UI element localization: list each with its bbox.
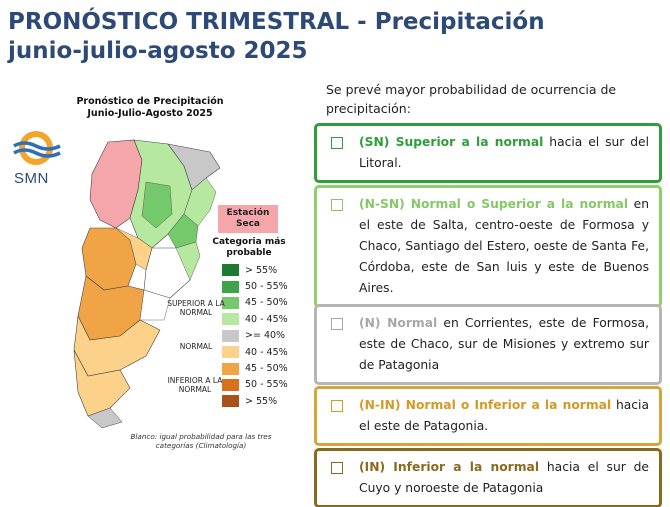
title-line-1: PRONÓSTICO TRIMESTRAL - Precipitación (8, 9, 545, 35)
legend-swatch (222, 362, 239, 375)
argentina-map (73, 139, 220, 429)
box-normal-superior: (N-SN) Normal o Superior a la normal en … (314, 185, 662, 308)
categoria-title: Categoria más probable (212, 237, 286, 258)
legend-swatch (222, 395, 239, 408)
group-inferior-label: INFERIOR A LA NORMAL (167, 376, 223, 394)
intro-text: Se prevé mayor probabilidad de ocurrenci… (326, 82, 617, 116)
legend-swatch (222, 280, 239, 293)
map-title-line-2: Junio-Julio-Agosto 2025 (87, 108, 213, 119)
legend-swatch (222, 346, 239, 359)
legend-label: 45 - 50% (245, 297, 288, 309)
legend-item: 45 - 50% (222, 295, 288, 311)
legend-item: > 55% (222, 393, 288, 409)
checkbox-icon (331, 400, 343, 412)
title-line-2: junio-julio-agosto 2025 (8, 38, 308, 64)
box-normal-inferior: (N-IN) Normal o Inferior a la normal hac… (314, 386, 662, 446)
group-superior-label: SUPERIOR A LA NORMAL (167, 299, 225, 317)
map-title-line-1: Pronóstico de Precipitación (76, 96, 224, 107)
box-highlight: (N-SN) Normal o Superior a la normal (359, 197, 629, 211)
group-normal-label: NORMAL (179, 342, 213, 351)
legend-swatch (222, 378, 239, 391)
smn-logo-icon (13, 131, 61, 165)
legend: > 55% 50 - 55% 45 - 50% 40 - 45% >= 40% … (222, 262, 288, 410)
box-superior: (SN) Superior a la normal hacia el sur d… (314, 123, 662, 183)
box-text: hacia el este de Patagonia. (359, 398, 650, 433)
box-text: en el este de Salta, centro-oeste de For… (359, 197, 649, 295)
checkbox-icon (331, 199, 343, 211)
legend-label: > 55% (245, 395, 278, 407)
legend-label: 40 - 45% (245, 346, 288, 358)
box-text: en Corrientes, este de Formosa, este de … (359, 316, 650, 372)
legend-swatch (222, 264, 239, 277)
legend-label: >= 40% (245, 330, 286, 342)
checkbox-icon (331, 137, 343, 149)
legend-item: 50 - 55% (222, 377, 288, 393)
map-title: Pronóstico de Precipitación Junio-Julio-… (70, 96, 230, 120)
legend-swatch (222, 296, 239, 309)
logo-text: SMN (14, 170, 49, 187)
box-highlight: (N-IN) Normal o Inferior a la normal (359, 398, 612, 412)
legend-swatch (222, 313, 239, 326)
checkbox-icon (331, 462, 343, 474)
checkbox-icon (331, 318, 343, 330)
legend-label: 45 - 50% (245, 363, 288, 375)
page-title: PRONÓSTICO TRIMESTRAL - Precipitación ju… (8, 8, 658, 66)
legend-swatch (222, 329, 239, 342)
legend-item: 50 - 55% (222, 278, 288, 294)
legend-label: 40 - 45% (245, 313, 288, 325)
legend-label: 50 - 55% (245, 379, 288, 391)
box-text: hacia el sur del Litoral. (359, 135, 650, 170)
box-highlight: (SN) Superior a la normal (359, 135, 544, 149)
estacion-seca-label: Estación Seca (218, 205, 278, 233)
legend-item: 40 - 45% (222, 344, 288, 360)
legend-label: 50 - 55% (245, 281, 288, 293)
box-highlight: (N) Normal (359, 316, 438, 330)
legend-item: > 55% (222, 262, 288, 278)
map-footnote: Blanco: igual probabilidad para las tres… (130, 432, 272, 450)
box-normal: (N) Normal en Corrientes, este de Formos… (314, 304, 662, 385)
legend-label: > 55% (245, 264, 278, 276)
box-text: hacia el sur de Cuyo y noroeste de Patag… (359, 460, 649, 495)
legend-item: 40 - 45% (222, 311, 288, 327)
legend-item: 45 - 50% (222, 360, 288, 376)
legend-item: >= 40% (222, 328, 288, 344)
box-highlight: (IN) Inferior a la normal (359, 460, 540, 474)
box-inferior: (IN) Inferior a la normal hacia el sur d… (314, 448, 662, 507)
